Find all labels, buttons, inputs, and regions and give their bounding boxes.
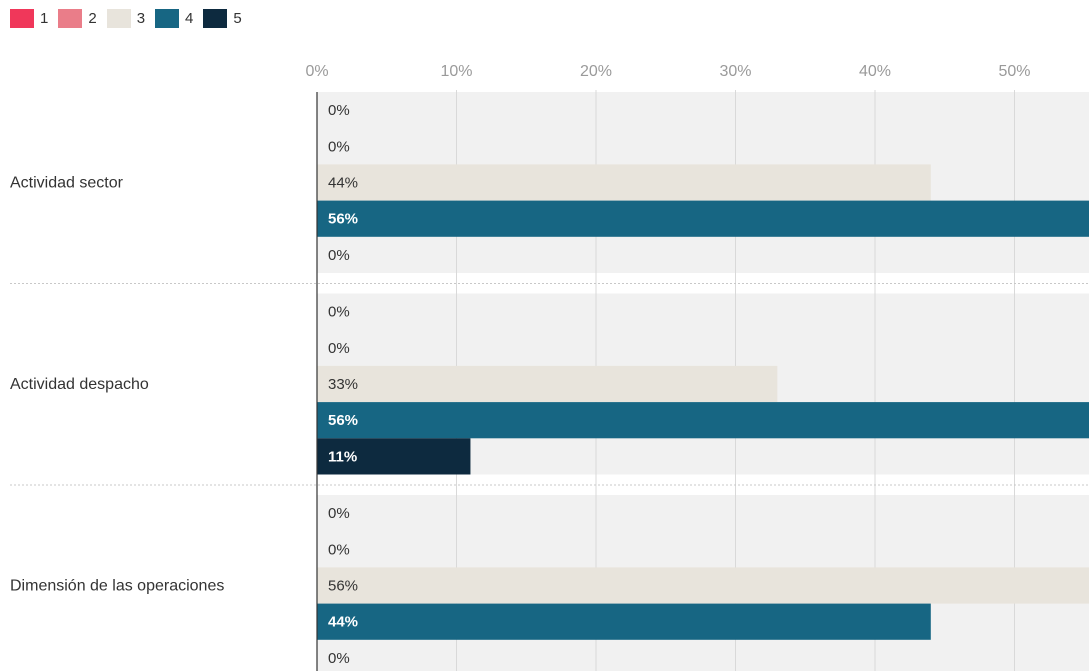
x-tick-label: 50% xyxy=(998,63,1030,80)
legend-item-1[interactable]: 1 xyxy=(10,8,49,28)
data-label: 0% xyxy=(328,138,350,155)
data-label: 0% xyxy=(328,247,350,264)
data-label: 0% xyxy=(328,102,350,119)
legend-item-3[interactable]: 3 xyxy=(106,8,146,28)
bar-3-1 xyxy=(317,164,931,201)
bar-4-1 xyxy=(317,200,1089,237)
legend-swatch-5 xyxy=(203,8,228,28)
legend-item-2[interactable]: 2 xyxy=(58,8,97,28)
legend-swatch-1 xyxy=(10,8,34,28)
category-label: Dimensión de las operaciones xyxy=(10,578,224,595)
data-label: 56% xyxy=(328,578,358,595)
legend-label-2: 2 xyxy=(88,9,97,27)
x-tick-label: 10% xyxy=(440,63,472,80)
legend-label-5: 5 xyxy=(233,9,242,27)
x-tick-label: 0% xyxy=(305,63,328,80)
data-label: 56% xyxy=(328,211,358,228)
legend-label-4: 4 xyxy=(185,9,194,27)
x-tick-label: 20% xyxy=(580,63,612,80)
x-tick-label: 30% xyxy=(719,63,751,80)
legend-item-5[interactable]: 5 xyxy=(203,8,242,28)
data-label: 56% xyxy=(328,412,358,429)
data-label: 0% xyxy=(328,304,350,321)
legend-swatch-3 xyxy=(106,8,131,28)
category-label: Actividad despacho xyxy=(10,376,149,393)
bar-3-2 xyxy=(317,365,778,403)
legend: 1 2 3 4 5 xyxy=(10,6,252,30)
legend-swatch-4 xyxy=(155,8,180,28)
bar-3-3 xyxy=(317,567,1089,604)
category-label: Actividad sector xyxy=(10,175,124,192)
data-label: 11% xyxy=(328,448,357,465)
bar-4-3 xyxy=(317,603,931,640)
data-label: 0% xyxy=(328,505,350,522)
data-label: 0% xyxy=(328,541,350,558)
bar-4-2 xyxy=(317,402,1089,439)
data-label: 44% xyxy=(328,175,358,192)
legend-label-1: 1 xyxy=(40,9,49,27)
legend-label-3: 3 xyxy=(136,9,146,27)
legend-item-4[interactable]: 4 xyxy=(155,8,194,28)
data-label: 0% xyxy=(328,650,350,667)
x-tick-label: 40% xyxy=(859,63,891,80)
legend-swatch-2 xyxy=(58,8,83,28)
bar-5-2 xyxy=(317,438,471,475)
data-label: 33% xyxy=(328,376,358,393)
data-label: 0% xyxy=(328,340,350,357)
data-label: 44% xyxy=(328,614,358,631)
